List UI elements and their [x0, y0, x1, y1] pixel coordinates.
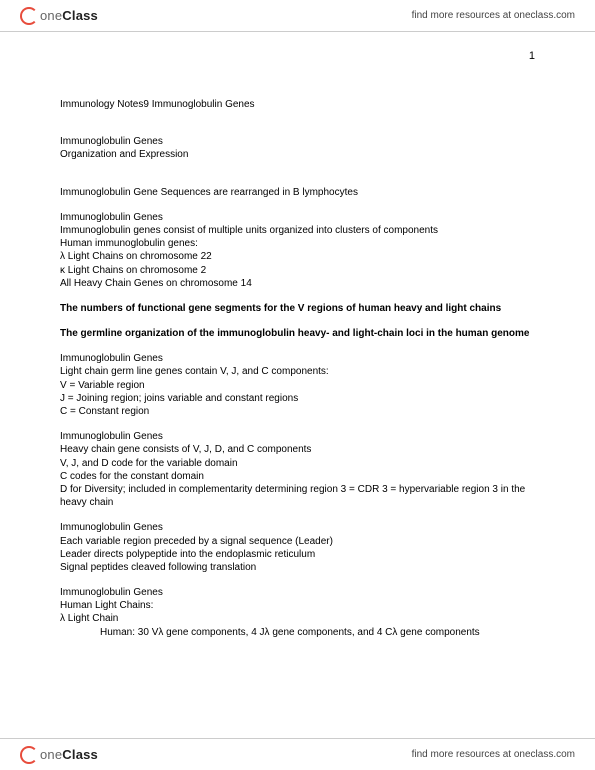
page-number: 1	[529, 50, 535, 62]
text-line: Immunoglobulin Genes	[60, 352, 535, 365]
logo-text: oneClass	[40, 747, 98, 762]
logo-text: oneClass	[40, 8, 98, 23]
logo-icon	[20, 746, 38, 764]
text-line: D for Diversity; included in complementa…	[60, 483, 535, 509]
text-line: Immunoglobulin Gene Sequences are rearra…	[60, 186, 535, 199]
text-line: Immunoglobulin Genes	[60, 521, 535, 534]
text-line: Immunoglobulin Genes	[60, 586, 535, 599]
text-line: Leader directs polypeptide into the endo…	[60, 548, 535, 561]
text-line: C = Constant region	[60, 405, 535, 418]
text-line: κ Light Chains on chromosome 2	[60, 264, 535, 277]
text-line: V, J, and D code for the variable domain	[60, 457, 535, 470]
text-line: All Heavy Chain Genes on chromosome 14	[60, 277, 535, 290]
text-line: Human Light Chains:	[60, 599, 535, 612]
text-line: Light chain germ line genes contain V, J…	[60, 365, 535, 378]
logo-icon	[20, 7, 38, 25]
doc-title: Immunology Notes9 Immunoglobulin Genes	[60, 98, 535, 111]
text-line: Each variable region preceded by a signa…	[60, 535, 535, 548]
footer-tagline[interactable]: find more resources at oneclass.com	[412, 749, 575, 760]
text-line: Heavy chain gene consists of V, J, D, an…	[60, 443, 535, 456]
text-line: Immunoglobulin Genes	[60, 135, 535, 148]
text-line: Human immunoglobulin genes:	[60, 237, 535, 250]
header-tagline[interactable]: find more resources at oneclass.com	[412, 10, 575, 21]
document-body: Immunology Notes9 Immunoglobulin Genes I…	[0, 32, 595, 679]
text-line: J = Joining region; joins variable and c…	[60, 392, 535, 405]
header-bar: oneClass find more resources at oneclass…	[0, 0, 595, 32]
text-line: Organization and Expression	[60, 148, 535, 161]
bold-heading: The germline organization of the immunog…	[60, 327, 535, 340]
footer-bar: oneClass find more resources at oneclass…	[0, 738, 595, 770]
text-line: λ Light Chain	[60, 612, 535, 625]
text-line: Signal peptides cleaved following transl…	[60, 561, 535, 574]
logo[interactable]: oneClass	[20, 746, 98, 764]
text-line: Human: 30 Vλ gene components, 4 Jλ gene …	[60, 626, 535, 639]
text-line: V = Variable region	[60, 379, 535, 392]
bold-heading: The numbers of functional gene segments …	[60, 302, 535, 315]
text-line: λ Light Chains on chromosome 22	[60, 250, 535, 263]
text-line: Immunoglobulin Genes	[60, 211, 535, 224]
logo[interactable]: oneClass	[20, 7, 98, 25]
text-line: C codes for the constant domain	[60, 470, 535, 483]
text-line: Immunoglobulin Genes	[60, 430, 535, 443]
text-line: Immunoglobulin genes consist of multiple…	[60, 224, 535, 237]
